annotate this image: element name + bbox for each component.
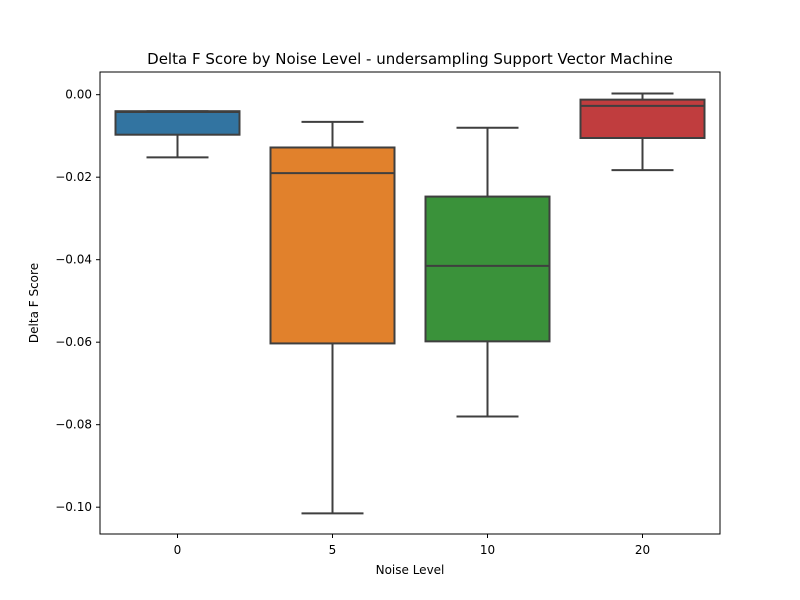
y-tick-label: −0.10 [55,500,92,514]
x-axis: 0 5 10 20 [174,534,650,557]
y-axis: 0.00 −0.02 −0.04 −0.06 −0.08 −0.10 [55,88,100,514]
y-tick-label: −0.08 [55,418,92,432]
box-iqr [424,195,551,343]
y-tick-label: −0.06 [55,335,92,349]
y-tick-label: −0.04 [55,253,92,267]
box-0 [114,110,241,159]
x-tick-label: 20 [635,543,650,557]
box-20 [579,92,706,172]
x-tick-label: 10 [480,543,495,557]
x-tick-label: 5 [329,543,337,557]
y-tick-label: 0.00 [65,88,92,102]
x-tick-label: 0 [174,543,182,557]
plot-area [114,92,706,515]
chart-title: Delta F Score by Noise Level - undersamp… [147,50,673,68]
box-10 [424,126,551,418]
box-iqr [269,146,396,345]
box-5 [269,120,396,515]
x-axis-label: Noise Level [376,563,445,577]
axes-frame [99,71,721,535]
y-axis-label: Delta F Score [27,263,41,343]
y-tick-label: −0.02 [55,170,92,184]
box-iqr [114,110,241,136]
